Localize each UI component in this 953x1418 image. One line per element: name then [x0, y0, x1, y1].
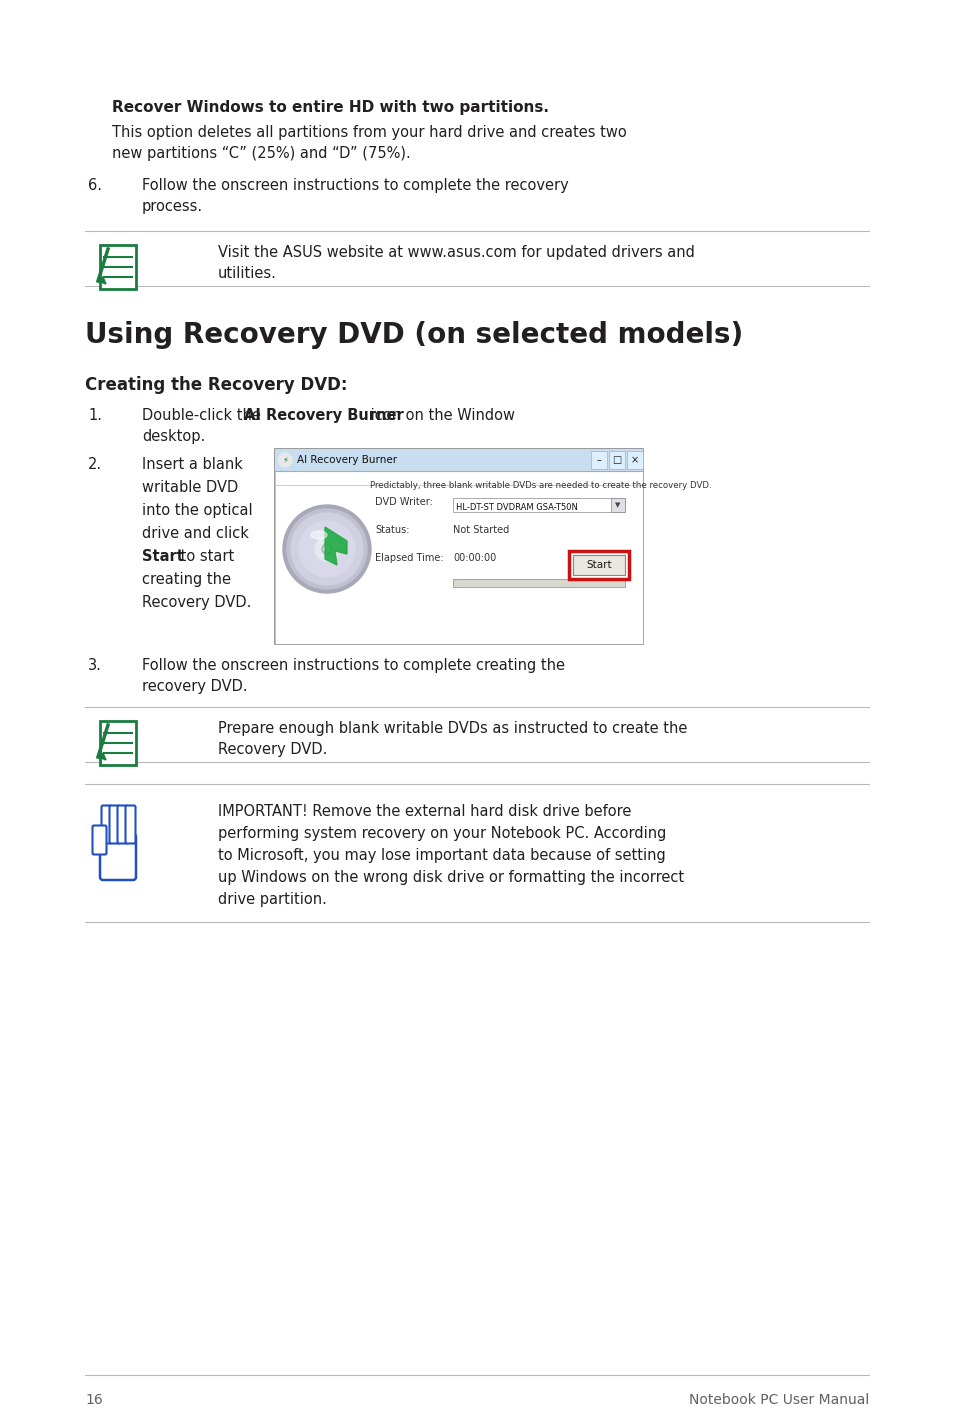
Bar: [100, 720, 136, 764]
Text: Follow the onscreen instructions to complete the recovery: Follow the onscreen instructions to comp…: [142, 179, 568, 193]
Bar: [608, 451, 624, 469]
Circle shape: [277, 452, 292, 467]
Text: Insert a blank: Insert a blank: [142, 457, 243, 472]
Bar: [590, 451, 606, 469]
Bar: [568, 552, 628, 579]
Text: up Windows on the wrong disk drive or formatting the incorrect: up Windows on the wrong disk drive or fo…: [218, 871, 683, 885]
Text: Recover Windows to entire HD with two partitions.: Recover Windows to entire HD with two pa…: [112, 101, 548, 115]
Text: Using Recovery DVD (on selected models): Using Recovery DVD (on selected models): [85, 320, 742, 349]
Text: Follow the onscreen instructions to complete creating the: Follow the onscreen instructions to comp…: [142, 658, 564, 674]
Polygon shape: [98, 753, 106, 760]
Circle shape: [291, 513, 363, 586]
Text: 00:00:00: 00:00:00: [453, 553, 496, 563]
Circle shape: [314, 537, 338, 562]
Text: Prepare enough blank writable DVDs as instructed to create the: Prepare enough blank writable DVDs as in…: [218, 720, 687, 736]
Text: Not Started: Not Started: [453, 525, 509, 535]
Bar: [274, 450, 642, 644]
Text: □: □: [612, 455, 621, 465]
Bar: [274, 450, 642, 471]
Bar: [626, 451, 642, 469]
FancyBboxPatch shape: [110, 805, 119, 844]
Text: to Microsoft, you may lose important data because of setting: to Microsoft, you may lose important dat…: [218, 848, 665, 864]
Text: Predictably, three blank writable DVDs are needed to create the recovery DVD.: Predictably, three blank writable DVDs a…: [370, 481, 711, 491]
Text: HL-DT-ST DVDRAM GSA-T50N: HL-DT-ST DVDRAM GSA-T50N: [456, 503, 578, 512]
Text: icon on the Window: icon on the Window: [366, 408, 515, 423]
Ellipse shape: [311, 530, 327, 539]
Text: ▼: ▼: [615, 502, 620, 508]
Text: drive and click: drive and click: [142, 526, 249, 542]
Circle shape: [283, 505, 371, 593]
Circle shape: [287, 509, 367, 588]
Text: Elapsed Time:: Elapsed Time:: [375, 553, 443, 563]
Bar: [573, 554, 624, 576]
Bar: [610, 498, 624, 512]
Circle shape: [324, 546, 330, 552]
Bar: [453, 498, 624, 512]
Text: ⚡: ⚡: [282, 455, 288, 465]
Text: ×: ×: [630, 455, 639, 465]
Text: 16: 16: [85, 1392, 103, 1407]
Text: utilities.: utilities.: [218, 267, 276, 281]
Text: into the optical: into the optical: [142, 503, 253, 518]
Text: AI Recovery Burner: AI Recovery Burner: [244, 408, 403, 423]
FancyBboxPatch shape: [126, 805, 135, 844]
Text: writable DVD: writable DVD: [142, 481, 238, 495]
FancyBboxPatch shape: [92, 825, 107, 855]
Text: IMPORTANT! Remove the external hard disk drive before: IMPORTANT! Remove the external hard disk…: [218, 804, 631, 820]
Text: 1.: 1.: [88, 408, 102, 423]
Text: drive partition.: drive partition.: [218, 892, 327, 908]
Text: DVD Writer:: DVD Writer:: [375, 496, 433, 508]
Bar: [100, 245, 136, 289]
Text: Notebook PC User Manual: Notebook PC User Manual: [688, 1392, 868, 1407]
Text: 6.: 6.: [88, 179, 102, 193]
FancyBboxPatch shape: [117, 805, 128, 844]
Bar: [274, 471, 642, 644]
Text: Start: Start: [585, 560, 611, 570]
Text: Double-click the: Double-click the: [142, 408, 265, 423]
Text: Creating the Recovery DVD:: Creating the Recovery DVD:: [85, 376, 347, 394]
Text: –: –: [596, 455, 600, 465]
Circle shape: [298, 520, 355, 577]
Text: to start: to start: [175, 549, 234, 564]
Text: Start: Start: [142, 549, 184, 564]
FancyBboxPatch shape: [101, 805, 112, 844]
Text: Status:: Status:: [375, 525, 409, 535]
Text: AI Recovery Burner: AI Recovery Burner: [296, 455, 396, 465]
Circle shape: [322, 545, 332, 554]
Text: creating the: creating the: [142, 571, 231, 587]
Polygon shape: [98, 277, 106, 284]
FancyBboxPatch shape: [100, 834, 136, 881]
Text: Visit the ASUS website at www.asus.com for updated drivers and: Visit the ASUS website at www.asus.com f…: [218, 245, 694, 259]
Text: desktop.: desktop.: [142, 430, 205, 444]
Text: Recovery DVD.: Recovery DVD.: [218, 742, 327, 757]
Polygon shape: [325, 527, 347, 564]
Text: performing system recovery on your Notebook PC. According: performing system recovery on your Noteb…: [218, 827, 666, 841]
Text: This option deletes all partitions from your hard drive and creates two: This option deletes all partitions from …: [112, 125, 626, 140]
Bar: [453, 579, 624, 587]
Bar: [274, 471, 642, 644]
Text: recovery DVD.: recovery DVD.: [142, 679, 248, 693]
Text: new partitions “C” (25%) and “D” (75%).: new partitions “C” (25%) and “D” (75%).: [112, 146, 411, 162]
Text: Recovery DVD.: Recovery DVD.: [142, 596, 251, 610]
Text: 3.: 3.: [88, 658, 102, 674]
Text: process.: process.: [142, 199, 203, 214]
Text: 2.: 2.: [88, 457, 102, 472]
